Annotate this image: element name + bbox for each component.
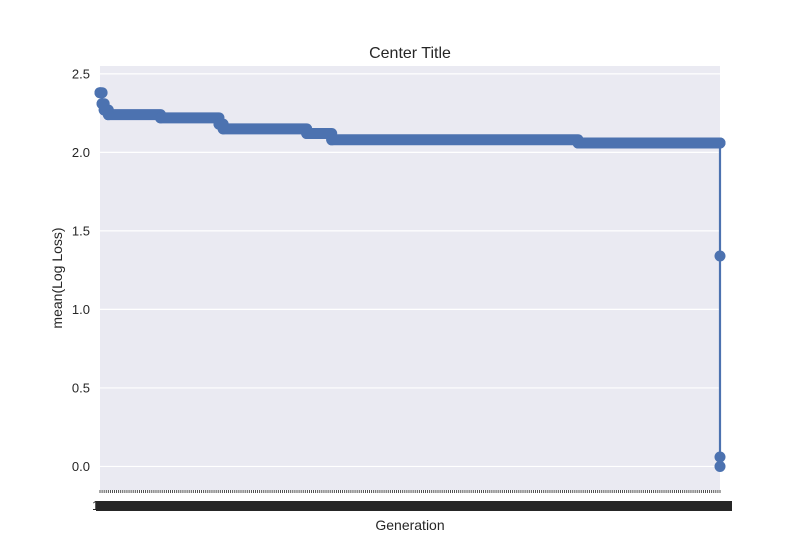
x-tick-label: 1: [92, 498, 99, 513]
grid-lines: [100, 73, 720, 468]
y-tick-label: 1.0: [72, 302, 90, 317]
x-tick-labels-overlap: [96, 501, 732, 511]
y-axis-ticks: 0.0 0.5 1.0 1.5 2.0 2.5: [72, 66, 90, 474]
y-tick-label: 2.5: [72, 66, 90, 81]
data-point: [714, 460, 726, 472]
x-axis-ticks: 1: [92, 490, 732, 513]
y-tick-label: 0.5: [72, 380, 90, 395]
y-tick-label: 2.0: [72, 145, 90, 160]
data-point: [217, 123, 229, 135]
data-point: [102, 109, 114, 121]
y-tick-label: 0.0: [72, 459, 90, 474]
data-point: [326, 134, 338, 146]
plot-area: [100, 66, 720, 490]
data-point: [714, 137, 726, 149]
y-axis-label: mean(Log Loss): [49, 227, 65, 328]
y-tick-label: 1.5: [72, 223, 90, 238]
data-point: [301, 128, 313, 140]
data-point: [714, 250, 726, 262]
chart-title: Center Title: [369, 45, 451, 62]
series-markers: [94, 87, 726, 472]
data-point: [572, 137, 584, 149]
data-point: [94, 87, 106, 99]
data-point: [714, 451, 726, 463]
data-point: [155, 112, 167, 124]
x-axis-label: Generation: [375, 517, 444, 533]
